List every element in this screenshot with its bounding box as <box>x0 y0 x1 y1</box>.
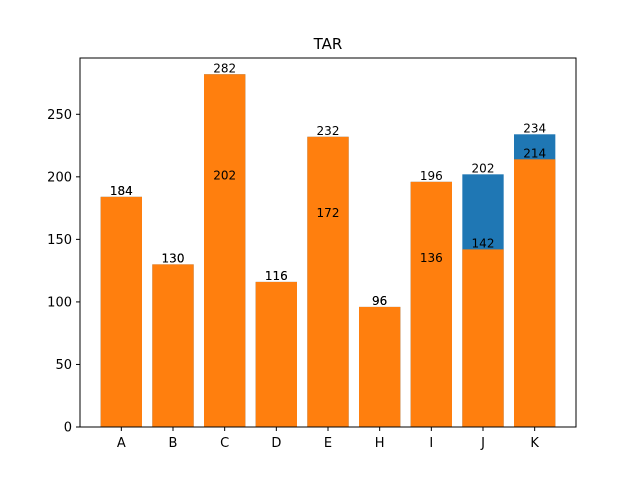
bar-series2-c <box>204 74 246 427</box>
y-tick-label-150: 150 <box>47 233 72 248</box>
x-tick-label-d: D <box>271 436 281 451</box>
bar-series2-d <box>255 281 297 427</box>
data-label-j-14: 202 <box>472 161 495 175</box>
data-labels-layer: 1841841301302822021161162321729696196136… <box>110 61 546 308</box>
chart-title: TAR <box>313 35 343 53</box>
axes-layer: 0 50 100 150 200 250 A B C D E H I J K <box>47 57 577 451</box>
bar-series2-i <box>410 181 452 427</box>
y-tick-label-50: 50 <box>55 358 72 373</box>
bar-series2-j <box>462 249 504 427</box>
bar-series2-h <box>359 306 401 427</box>
bars-layer <box>100 74 556 427</box>
data-label-d-7: 116 <box>265 269 288 283</box>
x-tick-label-k: K <box>530 436 539 451</box>
x-tick-label-c: C <box>220 436 229 451</box>
data-label-a-0: 184 <box>110 184 133 198</box>
data-label-a-1: 184 <box>110 184 133 198</box>
data-label-e-8: 232 <box>317 124 340 138</box>
data-label-h-10: 96 <box>372 294 387 308</box>
data-label-h-11: 96 <box>372 294 387 308</box>
bar-series2-e <box>307 136 349 427</box>
data-label-c-4: 282 <box>213 61 236 75</box>
data-label-d-6: 116 <box>265 269 288 283</box>
data-label-k-17: 214 <box>523 146 546 160</box>
data-label-b-3: 130 <box>162 251 185 265</box>
bar-series2-b <box>152 264 194 427</box>
bar-series2-k <box>514 159 556 427</box>
data-label-e-9: 172 <box>317 206 340 220</box>
y-tick-label-100: 100 <box>47 295 72 310</box>
data-label-i-12: 196 <box>420 169 443 183</box>
x-tick-label-j: J <box>480 436 485 451</box>
y-tick-label-200: 200 <box>47 170 72 185</box>
data-label-j-15: 142 <box>472 236 495 250</box>
data-label-c-5: 202 <box>213 168 236 182</box>
x-tick-label-i: I <box>429 436 433 451</box>
x-tick-label-a: A <box>117 436 126 451</box>
y-tick-label-250: 250 <box>47 108 72 123</box>
data-label-k-16: 234 <box>523 121 546 135</box>
y-tick-label-0: 0 <box>64 421 72 436</box>
data-label-i-13: 136 <box>420 251 443 265</box>
bar-series2-a <box>100 196 142 427</box>
x-tick-label-b: B <box>169 436 178 451</box>
data-label-b-2: 130 <box>162 251 185 265</box>
x-tick-label-h: H <box>375 436 385 451</box>
x-tick-label-e: E <box>324 436 332 451</box>
